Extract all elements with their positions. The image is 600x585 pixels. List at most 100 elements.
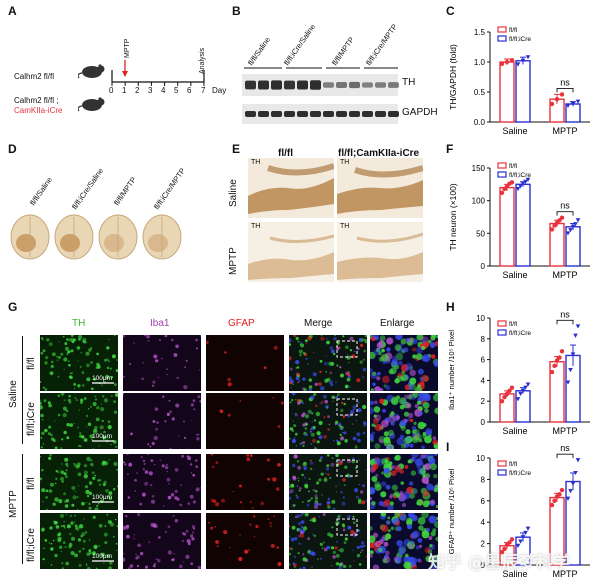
timeline [111, 60, 205, 86]
data-point [504, 59, 510, 65]
fluorescence-image: 100μm [40, 335, 118, 391]
data-point [570, 102, 576, 107]
th-band [284, 80, 295, 90]
chart-f: 0 50 100 150 TH neuron (×100) fl/fl fl/fl;iCre… [448, 162, 590, 280]
fluorescence-image [206, 513, 284, 569]
th-tag: TH [251, 159, 261, 166]
bar [499, 393, 515, 423]
panel-label-e: E [232, 142, 241, 156]
substantia-nigra-stain [16, 234, 36, 252]
data-point [575, 324, 581, 329]
data-point [518, 391, 523, 397]
y-tick-label: 4 [481, 518, 486, 527]
substantia-nigra-stain [104, 234, 124, 252]
fluorescence-image: 100μm [40, 513, 118, 569]
legend-swatch [497, 35, 507, 42]
channel-label-gfap: GFAP [228, 318, 255, 329]
fluorescence-image [206, 454, 284, 510]
day-tick-label: 3 [148, 86, 153, 95]
th-stain-image: TH [248, 158, 334, 218]
data-point [565, 103, 571, 108]
fluorescence-image [370, 454, 438, 510]
data-point [515, 397, 521, 402]
column-label: fl/fl [278, 148, 293, 159]
scale-bar-label: 100μm [92, 433, 112, 440]
data-point [520, 388, 526, 393]
genotype-label: fl/fl [26, 477, 37, 490]
day-tick-label: 2 [135, 86, 140, 95]
y-tick-label: 1.5 [474, 28, 486, 37]
day-tick-label: 6 [187, 86, 192, 95]
significance-bracket [556, 453, 574, 459]
y-tick-label: 10 [476, 314, 485, 323]
fluorescence-image [289, 335, 367, 391]
lane-label: fl/fl;iCre/MPTP [364, 22, 400, 68]
legend-swatch [497, 469, 507, 476]
th-stain-image: TH [248, 222, 334, 282]
legend-label: fl/fl;iCre [509, 330, 531, 337]
data-point [520, 535, 526, 540]
data-point [507, 388, 512, 393]
th-band [362, 82, 373, 88]
th-band [323, 82, 334, 88]
data-point [549, 369, 555, 375]
significance-label: ns [560, 77, 570, 87]
bar [515, 60, 531, 123]
x-tick-label: MPTP [552, 426, 577, 436]
data-point [549, 502, 555, 508]
bar [499, 186, 515, 267]
scale-bar-label: 100μm [92, 553, 112, 560]
th-band [271, 80, 282, 90]
fluorescence-image: 100μm [40, 393, 118, 449]
y-axis-label: TH/GAPDH (fold) [448, 44, 458, 110]
x-tick-label: MPTP [552, 569, 577, 579]
th-stain-image: TH [337, 158, 423, 218]
data-point [549, 101, 555, 107]
day-tick-label: 5 [174, 86, 179, 95]
significance-label: ns [560, 201, 570, 211]
day-tick-label: 1 [122, 86, 127, 95]
data-point [570, 481, 576, 486]
th-band [245, 80, 256, 90]
gapdh-band [362, 111, 373, 117]
fluorescence-image [123, 513, 201, 569]
bar [515, 390, 531, 423]
x-tick-label: Saline [502, 126, 527, 136]
gapdh-band [375, 111, 386, 117]
data-point [525, 55, 531, 60]
data-point [554, 97, 560, 102]
fluorescence-image [289, 454, 367, 510]
channel-label-enlarge: Enlarge [380, 318, 415, 329]
zoom-box [336, 340, 358, 358]
data-point [573, 222, 578, 227]
data-point [520, 181, 526, 186]
lane-label: fl/fl/Saline [246, 35, 273, 68]
significance-bracket [556, 319, 574, 325]
th-tag: TH [251, 223, 261, 230]
channel-label-th: TH [72, 318, 86, 329]
y-axis-label: GFAP⁺ number /10⁵ Pixel [447, 468, 456, 554]
blot-label-th: TH [402, 77, 416, 88]
blot-image [242, 67, 399, 124]
channel-label-merge: Merge [304, 318, 333, 329]
significance-label: ns [560, 444, 570, 453]
fluorescence-image [289, 513, 367, 569]
panel-label-h: H [446, 300, 455, 314]
fluorescence-image [370, 335, 438, 391]
fluorescence-image: 100μm [40, 454, 118, 510]
data-point [573, 470, 578, 476]
data-point [549, 227, 555, 232]
gapdh-band [271, 111, 282, 117]
analysis-label: Analysis [199, 47, 206, 74]
th-band [310, 80, 321, 90]
data-point [568, 228, 573, 233]
group-label-saline: Saline [8, 380, 19, 408]
panel-label-b: B [232, 4, 241, 18]
legend-label: fl/fl [509, 163, 518, 170]
gapdh-band [336, 111, 347, 117]
chart-i: 0 2 4 6 8 10 GFAP⁺ number /10⁵ Pixel fl/fl fl/fl… [447, 444, 590, 579]
y-tick-label: 6 [481, 356, 486, 365]
lane-label: fl/fl;iCre/Saline [282, 22, 318, 68]
data-point [523, 530, 528, 536]
y-tick-label: 10 [476, 454, 485, 463]
